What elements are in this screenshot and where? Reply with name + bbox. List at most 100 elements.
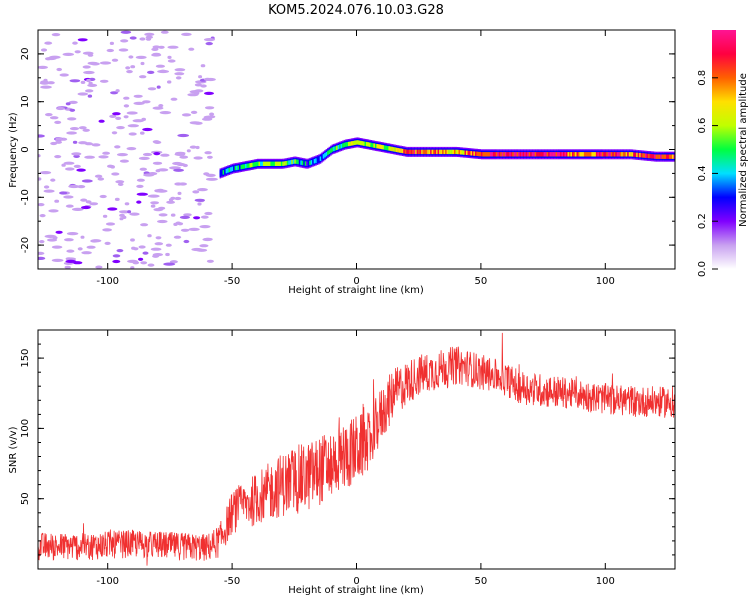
noise-speck xyxy=(158,213,168,217)
ridge-point xyxy=(483,152,486,157)
ridge-point xyxy=(224,169,226,174)
noise-speck xyxy=(207,115,216,119)
noise-speck xyxy=(153,152,161,156)
ridge-point xyxy=(427,149,429,155)
ridge-point xyxy=(524,152,526,157)
ridge-point xyxy=(433,149,435,155)
noise-speck xyxy=(153,208,164,212)
noise-speck xyxy=(139,75,147,79)
noise-speck xyxy=(72,41,78,45)
ridge-point xyxy=(413,149,416,155)
noise-speck xyxy=(109,41,114,46)
ridge-point xyxy=(300,160,302,165)
noise-speck xyxy=(59,73,69,77)
ridge-point xyxy=(554,152,556,157)
noise-speck xyxy=(135,55,147,60)
noise-speck xyxy=(77,38,88,42)
noise-speck xyxy=(196,248,208,252)
noise-speck xyxy=(147,87,157,91)
ridge-point xyxy=(340,143,343,149)
noise-speck xyxy=(136,192,148,196)
noise-speck xyxy=(56,106,65,111)
ridge-point xyxy=(463,150,465,155)
noise-speck xyxy=(66,131,77,135)
ridge-point xyxy=(409,149,411,155)
noise-speck xyxy=(153,140,162,144)
ridge-point xyxy=(461,150,464,155)
ridge-point xyxy=(337,145,340,150)
ridge-point xyxy=(448,149,450,155)
noise-speck xyxy=(178,182,187,186)
noise-speck xyxy=(65,102,71,106)
ridge-point xyxy=(618,152,620,157)
noise-speck xyxy=(123,96,130,100)
ridge-point xyxy=(437,149,440,155)
ridge-point xyxy=(454,149,456,155)
ridge-point xyxy=(415,149,417,155)
ridge-point xyxy=(536,152,538,157)
snr-plot-area xyxy=(38,330,675,569)
noise-speck xyxy=(189,121,201,125)
ridge-point xyxy=(610,152,613,157)
noise-speck xyxy=(167,80,172,84)
ridge-point xyxy=(351,141,353,146)
noise-speck xyxy=(109,114,117,118)
noise-speck xyxy=(147,234,152,238)
ridge-point xyxy=(515,152,517,157)
noise-speck xyxy=(65,167,75,171)
y-tick-label: 10 xyxy=(20,95,31,108)
ridge-point xyxy=(479,151,481,157)
ridge-point xyxy=(303,161,305,166)
noise-speck xyxy=(142,251,149,255)
ridge-point xyxy=(328,149,331,154)
noise-speck xyxy=(158,45,165,49)
ridge-point xyxy=(449,149,452,155)
ridge-point xyxy=(412,149,414,155)
ridge-point xyxy=(497,152,499,157)
noise-speck xyxy=(193,216,201,220)
noise-speck xyxy=(105,222,116,226)
noise-speck xyxy=(152,52,161,56)
y-tick-label: 150 xyxy=(20,349,31,368)
noise-speck xyxy=(197,202,202,206)
y-tick-label: -10 xyxy=(20,189,31,205)
noise-speck xyxy=(39,171,52,175)
ridge-point xyxy=(374,143,377,149)
noise-speck xyxy=(62,52,75,57)
noise-speck xyxy=(130,266,135,269)
noise-speck xyxy=(38,256,46,260)
ridge-point xyxy=(543,152,546,157)
ridge-point xyxy=(276,161,278,166)
ridge-point xyxy=(234,165,237,171)
ridge-point xyxy=(622,152,625,157)
ridge-point xyxy=(591,152,593,157)
noise-speck xyxy=(111,131,118,135)
ridge-point xyxy=(654,154,656,159)
ridge-point xyxy=(469,150,471,156)
ridge-point xyxy=(434,149,437,155)
noise-speck xyxy=(167,45,179,49)
noise-speck xyxy=(180,228,190,232)
colorbar-tick-label: 0.2 xyxy=(697,213,708,229)
noise-speck xyxy=(77,92,89,96)
noise-speck xyxy=(174,72,185,76)
ridge-point xyxy=(652,154,655,159)
ridge-point xyxy=(578,152,580,157)
ridge-point xyxy=(628,152,631,157)
ridge-point xyxy=(663,154,665,159)
ridge-point xyxy=(307,161,310,166)
noise-speck xyxy=(147,194,160,198)
ridge-point xyxy=(522,152,525,157)
ridge-point xyxy=(606,152,608,157)
noise-speck xyxy=(78,126,87,130)
noise-speck xyxy=(67,117,77,121)
ridge-point xyxy=(254,162,256,167)
ridge-point xyxy=(346,142,349,147)
noise-speck xyxy=(165,252,170,257)
noise-speck xyxy=(156,85,161,89)
noise-speck xyxy=(181,113,192,117)
noise-speck xyxy=(38,177,42,181)
noise-speck xyxy=(138,245,146,249)
ridge-point xyxy=(418,149,420,155)
ridge-point xyxy=(566,152,568,157)
